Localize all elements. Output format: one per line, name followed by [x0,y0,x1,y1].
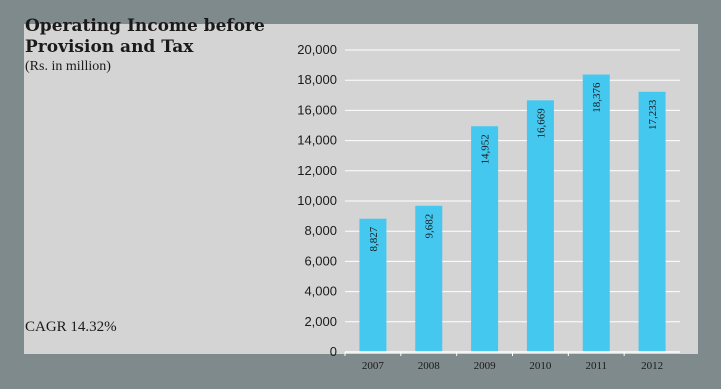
y-tick-label: 8,000 [304,223,337,238]
bar-value-label: 18,376 [591,82,603,113]
bar-value-label: 8,827 [368,226,380,251]
x-tick-label: 2007 [362,360,385,372]
y-axis-ticks: 0 2,000 4,000 6,000 8,000 10,000 12,000 14,000 1… [297,42,337,359]
y-tick-label: 10,000 [297,193,337,208]
data-labels: 8,827 9,682 14,952 16,669 18,376 17,233 [368,82,659,251]
chart-title: Operating Income before Provision and Ta… [25,16,265,57]
bar [526,100,554,353]
y-tick-label: 18,000 [297,72,337,87]
bar-value-label: 9,682 [424,214,436,239]
y-tick-label: 2,000 [304,314,337,329]
cagr-annotation: CAGR 14.32% [25,319,117,335]
y-tick-label: 0 [330,344,337,359]
x-axis-ticks: 2007 2008 2009 2010 2011 2012 [344,351,680,372]
chart-subtitle: (Rs. in million) [25,59,111,74]
bar [359,218,387,352]
x-tick-label: 2010 [529,360,552,372]
x-tick-label: 2009 [474,360,497,372]
bar-value-label: 14,952 [480,134,492,164]
y-tick-label: 6,000 [304,253,337,268]
bar [638,91,666,352]
bar [471,126,499,353]
y-tick-label: 16,000 [297,102,337,117]
x-tick-label: 2012 [641,360,663,372]
gridlines [345,49,680,353]
y-tick-label: 12,000 [297,163,337,178]
y-tick-label: 4,000 [304,284,337,299]
y-tick-label: 14,000 [297,133,337,148]
bar-value-label: 16,669 [535,108,547,139]
bars [359,74,666,353]
bar [582,74,610,352]
bar-value-label: 17,233 [647,99,659,130]
bar [415,205,443,352]
x-tick-label: 2008 [418,360,441,372]
y-tick-label: 20,000 [297,42,337,57]
x-tick-label: 2011 [585,360,607,372]
